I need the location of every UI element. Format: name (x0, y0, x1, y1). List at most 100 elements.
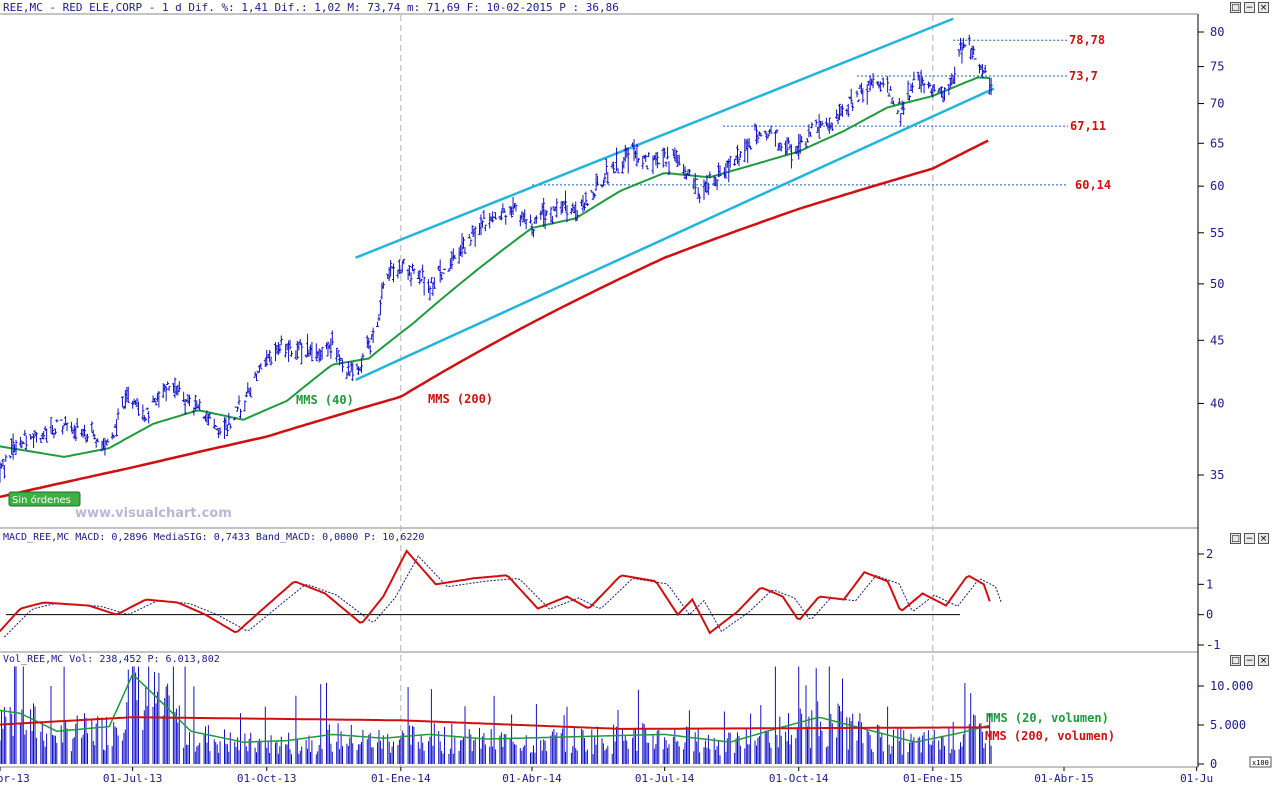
price-bar (8, 455, 12, 459)
x-tick: 01-Abr-13 (0, 772, 30, 785)
price-bar (763, 130, 767, 135)
price-bar (967, 34, 971, 46)
price-bar (145, 407, 149, 411)
price-y-tick: 35 (1210, 468, 1224, 482)
price-bar (647, 152, 651, 158)
price-bar (106, 438, 110, 443)
price-bar (432, 277, 436, 290)
vol-mms200-label: MMS (200, volumen) (985, 729, 1115, 743)
price-bar (90, 421, 94, 433)
price-bar (524, 219, 528, 230)
x-tick: 01-Oct-14 (769, 772, 829, 785)
price-bar (613, 171, 617, 174)
price-bar (881, 77, 885, 88)
price-bar (136, 401, 140, 416)
macd-close-button[interactable]: × (1258, 533, 1269, 544)
price-bar (899, 113, 903, 127)
price-bar (11, 433, 15, 460)
price-y-tick: 45 (1210, 333, 1224, 347)
trend-channel (355, 17, 995, 381)
sin-ordenes-badge: Sin órdenes (12, 494, 71, 506)
price-bar (368, 345, 372, 355)
price-bar (438, 259, 442, 283)
price-bar (928, 83, 932, 88)
price-bar (897, 97, 901, 104)
price-bar (717, 162, 721, 178)
price-bar (59, 419, 63, 421)
x-tick: 01-Ene-14 (371, 772, 431, 785)
volume-averages (0, 673, 990, 743)
price-bar (351, 362, 355, 381)
close-button[interactable]: × (1258, 2, 1269, 13)
price-bar (295, 340, 299, 359)
price-bar (851, 102, 855, 112)
price-bar (243, 400, 247, 412)
price-bar (661, 147, 665, 168)
scale-badge: x100 (1252, 759, 1269, 767)
price-bar (480, 220, 484, 228)
macd-y-tick: -1 (1206, 638, 1220, 652)
price-bar (846, 103, 850, 117)
price-bar (152, 398, 156, 403)
volume-bars (0, 666, 992, 764)
vol-minimize-button[interactable]: − (1244, 655, 1255, 666)
price-bar (800, 136, 804, 143)
price-bar (890, 97, 894, 104)
price-bar (74, 426, 78, 442)
price-bar (198, 398, 202, 411)
price-bar (392, 263, 396, 283)
price-bar (529, 214, 533, 224)
macd-restore-button[interactable]: □ (1230, 533, 1241, 544)
x-tick: 01-Abr-15 (1034, 772, 1094, 785)
price-bar (787, 137, 791, 144)
price-bar (696, 187, 700, 199)
volume-y-tick: 10.000 (1210, 679, 1253, 693)
vol-restore-button[interactable]: □ (1230, 655, 1241, 666)
price-bar (116, 408, 120, 420)
price-bar (543, 209, 547, 230)
vol-close-button[interactable]: × (1258, 655, 1269, 666)
price-bar (989, 77, 993, 96)
price-bar (104, 440, 108, 446)
price-bar (214, 424, 218, 427)
price-bar (469, 239, 473, 246)
level-label-0: 78,78 (1069, 33, 1105, 47)
price-bar (2, 464, 6, 479)
price-bar (238, 408, 242, 419)
price-bar (814, 119, 818, 126)
minimize-button[interactable]: − (1244, 2, 1255, 13)
price-bar (53, 428, 57, 435)
price-y-tick: 70 (1210, 97, 1224, 111)
price-bar (695, 178, 699, 180)
price-bar (632, 139, 636, 161)
price-bar (314, 343, 318, 362)
macd-minimize-button[interactable]: − (1244, 533, 1255, 544)
price-bar (542, 197, 546, 227)
price-bar (667, 161, 671, 175)
price-bar (736, 144, 740, 165)
volume-y-tick: 5.000 (1210, 718, 1246, 732)
price-bar (724, 163, 728, 179)
price-bar (244, 391, 248, 398)
price-bar (575, 210, 579, 221)
price-bar (23, 430, 27, 437)
price-bar (827, 117, 831, 134)
price-bar (157, 390, 161, 408)
price-bar (279, 335, 283, 346)
price-y-tick: 60 (1210, 179, 1224, 193)
price-bar (304, 354, 308, 358)
price-bar (550, 215, 554, 225)
price-bar (875, 81, 879, 85)
price-bar (75, 418, 79, 428)
channel-upper-line (355, 17, 954, 259)
price-header: REE,MC - RED ELE,CORP - 1 d Dif. %: 1,41… (3, 1, 619, 14)
price-bar (698, 194, 702, 204)
price-bar (450, 251, 454, 270)
restore-button[interactable]: □ (1230, 2, 1241, 13)
x-axis-ticks: 01-Abr-13 01-Jul-13 01-Oct-13 01-Ene-14 01-A… (0, 767, 1213, 785)
price-bar (584, 191, 588, 206)
price-bar (749, 146, 753, 150)
price-bar (973, 58, 977, 60)
price-bar (545, 210, 549, 216)
price-bar (708, 171, 712, 179)
